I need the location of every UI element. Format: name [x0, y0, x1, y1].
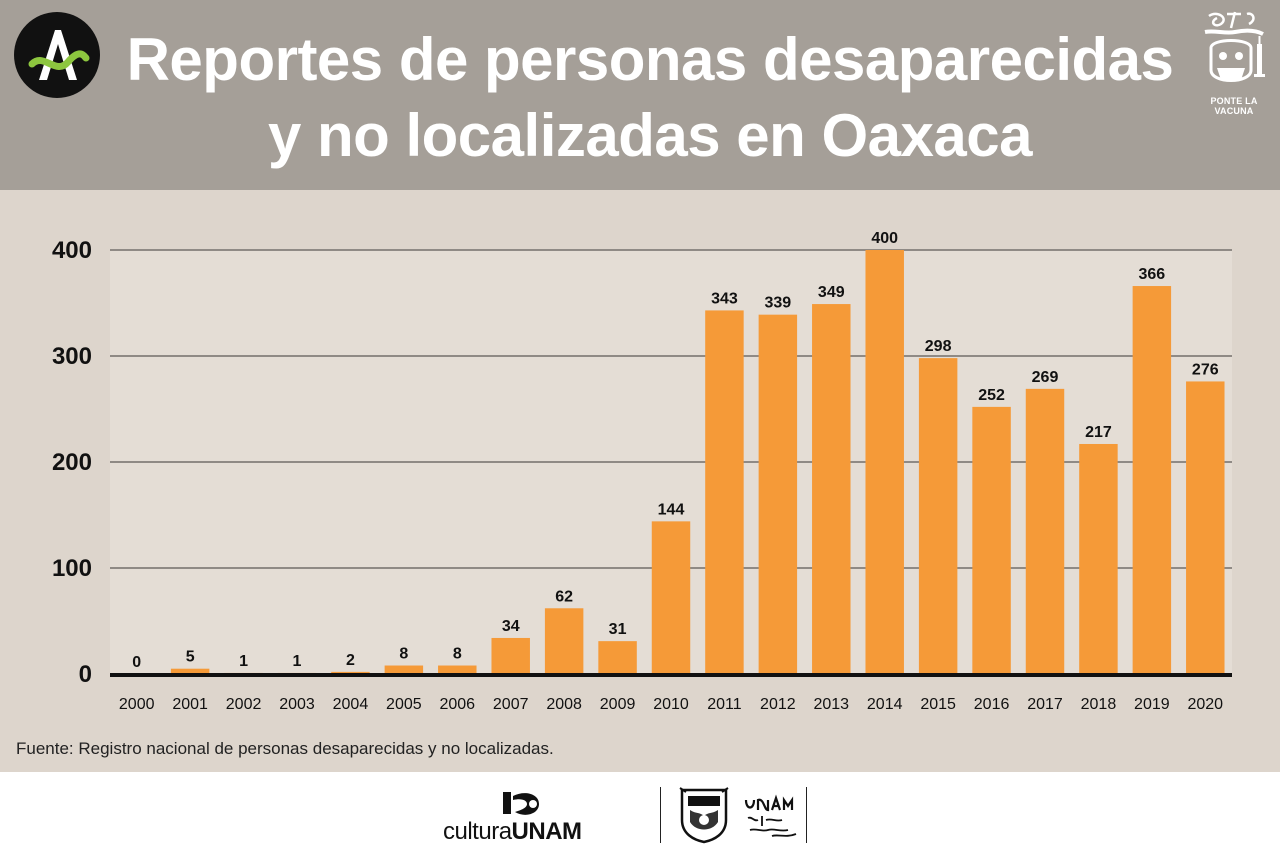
x-tick-label: 2016 [974, 696, 1010, 713]
bar [598, 641, 637, 674]
x-tick-label: 2009 [600, 696, 636, 713]
cultura-bold-text: UNAM [511, 818, 583, 845]
bar [972, 406, 1011, 674]
unam-seal-icon [676, 786, 732, 844]
bar [865, 250, 904, 674]
unam-slogan-icon [742, 790, 802, 842]
x-tick-label: 2017 [1027, 696, 1063, 713]
bar [1079, 443, 1118, 674]
data-label: 366 [1139, 266, 1166, 283]
footer-divider-right [806, 787, 807, 843]
data-label: 8 [399, 646, 408, 663]
bar [705, 310, 744, 674]
data-label: 31 [609, 621, 627, 638]
x-tick-label: 2003 [279, 696, 315, 713]
data-label: 276 [1192, 361, 1219, 378]
bar [812, 304, 851, 674]
bar [384, 665, 424, 674]
y-tick-label: 200 [52, 449, 92, 476]
data-label: 269 [1032, 369, 1059, 386]
x-tick-label: 2013 [813, 696, 849, 713]
data-label: 349 [818, 284, 845, 301]
x-axis-line [110, 673, 1232, 677]
bar [438, 665, 477, 674]
x-tick-label: 2011 [707, 696, 742, 713]
bar [1025, 388, 1065, 674]
x-tick-label: 2018 [1081, 696, 1117, 713]
data-label: 400 [871, 230, 898, 247]
data-label: 62 [555, 588, 573, 605]
x-tick-label: 2014 [867, 696, 903, 713]
page-title: Reportes de personas desaparecidas y no … [110, 22, 1190, 174]
x-tick-label: 2004 [333, 696, 369, 713]
data-label: 252 [978, 387, 1005, 404]
y-tick-label: 300 [52, 343, 92, 370]
cultura-unam-logo: culturaUNAM [443, 790, 603, 846]
a-logo-icon [14, 12, 100, 98]
bar [544, 608, 584, 674]
bar [331, 671, 370, 674]
data-label: 144 [658, 501, 685, 518]
data-label: 8 [453, 646, 462, 663]
x-tick-label: 2005 [386, 696, 422, 713]
x-tick-label: 2006 [439, 696, 475, 713]
data-label: 1 [239, 653, 248, 670]
data-label: 339 [765, 295, 792, 312]
data-label: 1 [293, 653, 302, 670]
bar [1186, 381, 1225, 674]
x-tick-label: 2015 [920, 696, 956, 713]
x-tick-label: 2007 [493, 696, 529, 713]
bar [651, 521, 691, 674]
data-label: 2 [346, 652, 355, 669]
footer-divider-left [660, 787, 661, 843]
data-label: 0 [132, 654, 141, 671]
source-note: Fuente: Registro nacional de personas de… [16, 739, 554, 758]
title-line-2: y no localizadas en Oaxaca [267, 102, 1033, 169]
x-tick-label: 2020 [1187, 696, 1223, 713]
bar [918, 358, 958, 674]
x-tick-label: 2012 [760, 696, 796, 713]
chart-panel: 0 100 200 300 400 0 2000 5 2001 1 2002 1 2003 2 2004 8 2… [0, 190, 1280, 772]
data-label: 34 [502, 618, 520, 635]
x-tick-label: 2019 [1134, 696, 1170, 713]
y-tick-label: 400 [52, 237, 92, 264]
data-label: 343 [711, 290, 738, 307]
data-label: 217 [1085, 424, 1112, 441]
y-tick-label: 0 [79, 661, 92, 688]
footer [0, 772, 1280, 855]
cultura-light-text: cultura [443, 818, 512, 845]
ponte-puma-icon: PONTE LA VACUNA [1195, 8, 1273, 116]
cultura-mark-icon [503, 792, 539, 815]
data-label: 298 [925, 338, 952, 355]
y-tick-label: 100 [52, 555, 92, 582]
x-tick-label: 2010 [653, 696, 689, 713]
x-tick-label: 2008 [546, 696, 582, 713]
header-banner: Reportes de personas desaparecidas y no … [0, 0, 1280, 190]
bar-chart: 0 100 200 300 400 0 2000 5 2001 1 2002 1 2003 2 2004 8 2… [52, 230, 1232, 713]
cultura-unam-wordmark: culturaUNAM [443, 818, 582, 846]
x-tick-label: 2001 [172, 696, 208, 713]
puma-caption: PONTE LA VACUNA [1210, 96, 1258, 116]
x-tick-label: 2000 [119, 696, 155, 713]
bar [491, 637, 530, 674]
bar [170, 668, 210, 674]
title-line-1: Reportes de personas desaparecidas [126, 26, 1174, 93]
bar [758, 314, 798, 674]
data-label: 5 [186, 649, 195, 666]
x-tick-label: 2002 [226, 696, 262, 713]
bar [1132, 286, 1172, 674]
